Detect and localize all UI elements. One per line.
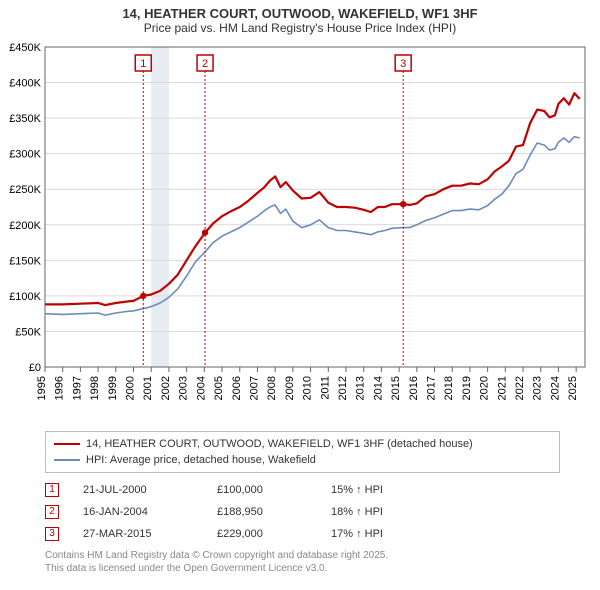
svg-text:1995: 1995 xyxy=(36,376,48,400)
svg-text:2016: 2016 xyxy=(408,376,420,400)
svg-text:2022: 2022 xyxy=(514,376,526,400)
svg-text:£0: £0 xyxy=(29,362,41,374)
svg-text:2013: 2013 xyxy=(355,376,367,400)
chart-legend: 14, HEATHER COURT, OUTWOOD, WAKEFIELD, W… xyxy=(45,431,560,473)
svg-text:2023: 2023 xyxy=(532,376,544,400)
legend-item: 14, HEATHER COURT, OUTWOOD, WAKEFIELD, W… xyxy=(54,436,551,452)
sales-row: 3 27-MAR-2015 £229,000 17% ↑ HPI xyxy=(45,523,560,545)
svg-text:£200K: £200K xyxy=(9,220,41,232)
svg-text:2002: 2002 xyxy=(160,376,172,400)
attribution-line-1: Contains HM Land Registry data © Crown c… xyxy=(45,549,560,562)
sale-marker-icon: 1 xyxy=(45,483,59,497)
sale-date: 27-MAR-2015 xyxy=(83,523,193,545)
title-line-2: Price paid vs. HM Land Registry's House … xyxy=(0,21,600,35)
svg-text:1996: 1996 xyxy=(54,376,66,400)
svg-text:2025: 2025 xyxy=(567,376,579,400)
svg-text:1998: 1998 xyxy=(89,376,101,400)
svg-text:£350K: £350K xyxy=(9,113,41,125)
attribution: Contains HM Land Registry data © Crown c… xyxy=(45,549,560,575)
svg-text:2003: 2003 xyxy=(178,376,190,400)
svg-text:2024: 2024 xyxy=(549,376,561,400)
sale-price: £100,000 xyxy=(217,479,307,501)
chart-svg: £0 £50K £100K £150K £200K £250K £300K £350K £400… xyxy=(0,37,600,427)
svg-text:1: 1 xyxy=(140,58,146,70)
svg-text:2001: 2001 xyxy=(142,376,154,400)
svg-text:1997: 1997 xyxy=(71,376,83,400)
svg-text:2021: 2021 xyxy=(496,376,508,400)
legend-item: HPI: Average price, detached house, Wake… xyxy=(54,452,551,468)
svg-text:£50K: £50K xyxy=(15,326,41,338)
legend-swatch xyxy=(54,459,80,461)
svg-text:2014: 2014 xyxy=(372,376,384,400)
sales-row: 2 16-JAN-2004 £188,950 18% ↑ HPI xyxy=(45,501,560,523)
svg-text:2015: 2015 xyxy=(390,376,402,400)
sale-change: 18% ↑ HPI xyxy=(331,501,441,523)
sale-change: 17% ↑ HPI xyxy=(331,523,441,545)
svg-text:2020: 2020 xyxy=(479,376,491,400)
svg-text:£400K: £400K xyxy=(9,78,41,90)
svg-text:£300K: £300K xyxy=(9,149,41,161)
svg-text:2018: 2018 xyxy=(443,376,455,400)
svg-text:2007: 2007 xyxy=(248,376,260,400)
sale-marker-icon: 3 xyxy=(45,527,59,541)
svg-text:£250K: £250K xyxy=(9,184,41,196)
svg-text:2: 2 xyxy=(202,58,208,70)
svg-text:2005: 2005 xyxy=(213,376,225,400)
title-line-1: 14, HEATHER COURT, OUTWOOD, WAKEFIELD, W… xyxy=(0,6,600,21)
sale-marker-icon: 2 xyxy=(45,505,59,519)
svg-text:2000: 2000 xyxy=(125,376,137,400)
legend-label: HPI: Average price, detached house, Wake… xyxy=(86,452,316,468)
svg-text:2019: 2019 xyxy=(461,376,473,400)
svg-text:2010: 2010 xyxy=(302,376,314,400)
svg-text:3: 3 xyxy=(400,58,406,70)
sale-change: 15% ↑ HPI xyxy=(331,479,441,501)
chart-title: 14, HEATHER COURT, OUTWOOD, WAKEFIELD, W… xyxy=(0,0,600,37)
svg-text:2017: 2017 xyxy=(426,376,438,400)
attribution-line-2: This data is licensed under the Open Gov… xyxy=(45,562,560,575)
sale-price: £188,950 xyxy=(217,501,307,523)
sale-date: 21-JUL-2000 xyxy=(83,479,193,501)
svg-text:2009: 2009 xyxy=(284,376,296,400)
sale-date: 16-JAN-2004 xyxy=(83,501,193,523)
svg-text:2008: 2008 xyxy=(266,376,278,400)
legend-label: 14, HEATHER COURT, OUTWOOD, WAKEFIELD, W… xyxy=(86,436,473,452)
price-chart: £0 £50K £100K £150K £200K £250K £300K £350K £400… xyxy=(0,37,600,427)
svg-text:£450K: £450K xyxy=(9,42,41,54)
sales-table: 1 21-JUL-2000 £100,000 15% ↑ HPI 2 16-JA… xyxy=(45,479,560,545)
svg-text:2012: 2012 xyxy=(337,376,349,400)
svg-text:1999: 1999 xyxy=(107,376,119,400)
svg-text:£150K: £150K xyxy=(9,255,41,267)
svg-text:2011: 2011 xyxy=(319,376,331,400)
sale-price: £229,000 xyxy=(217,523,307,545)
sales-row: 1 21-JUL-2000 £100,000 15% ↑ HPI xyxy=(45,479,560,501)
legend-swatch xyxy=(54,443,80,445)
svg-text:2006: 2006 xyxy=(231,376,243,400)
svg-text:2004: 2004 xyxy=(195,376,207,400)
svg-text:£100K: £100K xyxy=(9,291,41,303)
